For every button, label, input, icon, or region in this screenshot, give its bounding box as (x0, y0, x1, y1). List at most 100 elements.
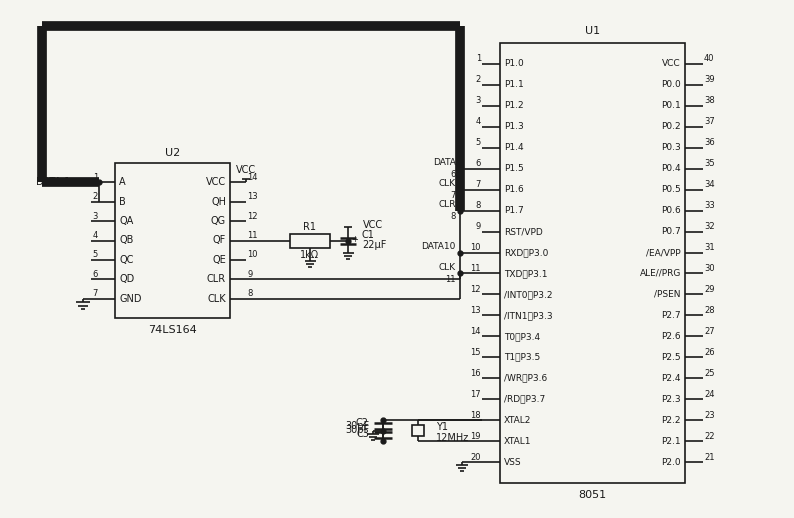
Bar (500, 43, 685, 483)
Text: 12MHz: 12MHz (436, 433, 469, 442)
Bar (290, 234, 330, 248)
Text: 40: 40 (704, 54, 715, 63)
Text: 10: 10 (471, 243, 481, 252)
Text: 31: 31 (704, 243, 715, 252)
Text: 37: 37 (704, 117, 715, 126)
Text: QG: QG (211, 216, 226, 226)
Text: P1.7: P1.7 (504, 206, 524, 215)
Text: DATA 1: DATA 1 (36, 177, 70, 188)
Text: 8: 8 (247, 289, 252, 298)
Text: 14: 14 (471, 327, 481, 336)
Text: XTAL2: XTAL2 (504, 415, 531, 425)
Text: 16: 16 (470, 369, 481, 378)
Text: 11: 11 (247, 231, 257, 240)
Text: XTAL1: XTAL1 (504, 437, 531, 445)
Text: 1: 1 (93, 173, 98, 182)
Text: P1.3: P1.3 (504, 122, 524, 131)
Text: GND: GND (119, 294, 141, 304)
Text: U2: U2 (165, 148, 180, 158)
Text: CLK: CLK (207, 294, 226, 304)
Text: 35: 35 (704, 159, 715, 168)
Text: P0.7: P0.7 (661, 227, 681, 236)
Text: CLK: CLK (439, 263, 456, 272)
Text: VSS: VSS (504, 457, 522, 467)
Text: QH: QH (211, 197, 226, 207)
Text: 10: 10 (247, 250, 257, 260)
Text: T0、P3.4: T0、P3.4 (504, 332, 540, 341)
Text: P1.0: P1.0 (504, 60, 524, 68)
Text: ALE//PRG: ALE//PRG (640, 269, 681, 278)
Text: P0.1: P0.1 (661, 102, 681, 110)
Text: P2.7: P2.7 (661, 311, 681, 320)
Text: 33: 33 (704, 201, 715, 210)
Text: VCC: VCC (206, 177, 226, 188)
Text: 30: 30 (704, 264, 715, 273)
Text: R1: R1 (303, 222, 317, 232)
Text: 34: 34 (704, 180, 715, 189)
Text: 8: 8 (451, 212, 456, 221)
Text: P2.5: P2.5 (661, 353, 681, 362)
Text: P0.5: P0.5 (661, 185, 681, 194)
Text: 32: 32 (704, 222, 715, 231)
Text: 30pF: 30pF (345, 425, 369, 435)
Text: B: B (119, 197, 125, 207)
Text: /ITN1、P3.3: /ITN1、P3.3 (504, 311, 553, 320)
Text: 74LS164: 74LS164 (148, 325, 197, 335)
Bar (412, 425, 424, 436)
Text: RXD、P3.0: RXD、P3.0 (504, 248, 549, 257)
Text: C1: C1 (362, 231, 375, 240)
Text: DATA: DATA (433, 158, 456, 167)
Text: 12: 12 (471, 285, 481, 294)
Text: 7: 7 (476, 180, 481, 189)
Text: 11: 11 (471, 264, 481, 273)
Text: RST/VPD: RST/VPD (504, 227, 543, 236)
Text: 1: 1 (476, 54, 481, 63)
Text: P2.4: P2.4 (661, 374, 681, 383)
Text: 8: 8 (476, 201, 481, 210)
Text: 1kΩ: 1kΩ (300, 250, 319, 260)
Text: CLK: CLK (439, 179, 456, 188)
Text: 5: 5 (476, 138, 481, 147)
Text: 6: 6 (476, 159, 481, 168)
Text: P1.4: P1.4 (504, 143, 523, 152)
Text: P2.3: P2.3 (661, 395, 681, 404)
Text: A: A (119, 177, 125, 188)
Text: /PSEN: /PSEN (654, 290, 681, 299)
Text: P0.4: P0.4 (661, 164, 681, 173)
Bar (115, 163, 230, 318)
Text: 27: 27 (704, 327, 715, 336)
Text: 20: 20 (471, 453, 481, 462)
Text: 39: 39 (704, 76, 715, 84)
Text: 2: 2 (93, 192, 98, 202)
Text: P0.2: P0.2 (661, 122, 681, 131)
Text: VCC: VCC (236, 165, 256, 176)
Text: /INT0、P3.2: /INT0、P3.2 (504, 290, 553, 299)
Text: P0.6: P0.6 (661, 206, 681, 215)
Text: 23: 23 (704, 411, 715, 420)
Text: 2: 2 (476, 76, 481, 84)
Text: 6: 6 (93, 270, 98, 279)
Text: P2.1: P2.1 (661, 437, 681, 445)
Text: P0.3: P0.3 (661, 143, 681, 152)
Text: QC: QC (119, 255, 133, 265)
Text: 9: 9 (476, 222, 481, 231)
Text: TXD、P3.1: TXD、P3.1 (504, 269, 548, 278)
Text: U1: U1 (585, 26, 600, 36)
Text: CLR: CLR (438, 200, 456, 209)
Text: 7: 7 (93, 289, 98, 298)
Text: 19: 19 (471, 431, 481, 441)
Text: 24: 24 (704, 390, 715, 399)
Text: 28: 28 (704, 306, 715, 315)
Text: 3: 3 (476, 96, 481, 105)
Text: 13: 13 (247, 192, 257, 202)
Text: 25: 25 (704, 369, 715, 378)
Text: 29: 29 (704, 285, 715, 294)
Text: 22μF: 22μF (362, 240, 387, 251)
Text: 8051: 8051 (579, 490, 607, 500)
Text: +: + (351, 235, 358, 244)
Text: VCC: VCC (662, 60, 681, 68)
Text: P2.2: P2.2 (661, 415, 681, 425)
Text: QE: QE (212, 255, 226, 265)
Text: /WR、P3.6: /WR、P3.6 (504, 374, 547, 383)
Text: P2.6: P2.6 (661, 332, 681, 341)
